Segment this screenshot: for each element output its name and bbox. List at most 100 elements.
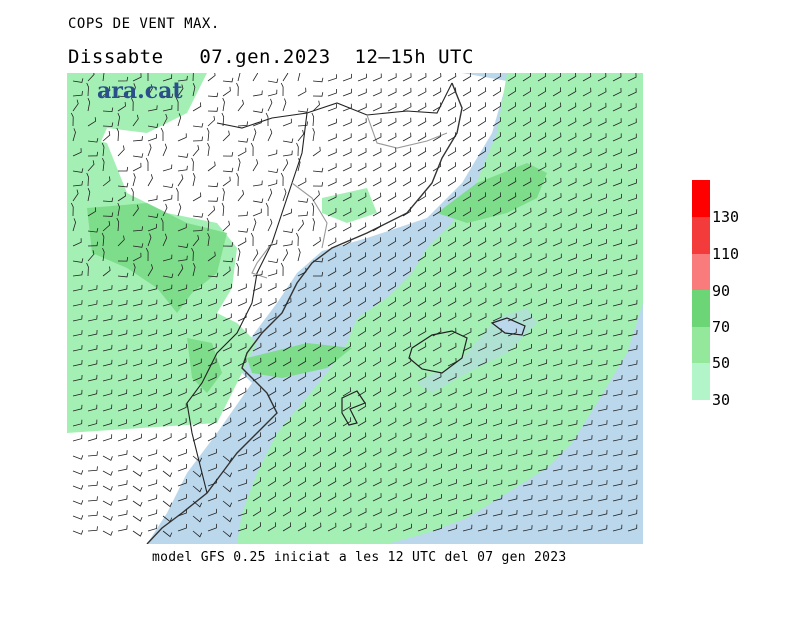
wind-barb (432, 494, 442, 502)
wind-barb (236, 82, 239, 97)
wind-barb (402, 327, 412, 337)
wind-barb (462, 373, 472, 382)
wind-barb (327, 88, 337, 97)
wind-barb (102, 329, 113, 337)
wind-barb (87, 117, 97, 127)
wind-barb (132, 418, 142, 427)
wind-barb (597, 450, 608, 457)
wind-barb (87, 344, 98, 352)
wind-barb (597, 269, 608, 277)
wind-barb (162, 203, 168, 217)
wind-barb (87, 329, 98, 337)
wind-barb (597, 87, 607, 97)
wind-barb (537, 329, 547, 337)
wind-barb (177, 255, 188, 262)
wind-barb (162, 388, 172, 397)
wind-barb (507, 419, 518, 427)
wind-barb (87, 138, 99, 143)
wind-barb (522, 525, 533, 532)
wind-barb (342, 432, 352, 442)
wind-barb (175, 187, 179, 202)
wind-barb (387, 508, 397, 517)
wind-barb (507, 524, 518, 532)
wind-barb (462, 433, 472, 442)
wind-barb (327, 432, 337, 442)
wind-barb (387, 387, 397, 397)
wind-barb (447, 373, 457, 382)
wind-barb (567, 480, 578, 487)
wind-barb (447, 177, 457, 187)
wind-barb (327, 222, 337, 232)
wind-barb (492, 524, 503, 532)
wind-barb (222, 77, 234, 83)
wind-barb (132, 83, 136, 97)
wind-barb (567, 419, 578, 427)
wind-barb (372, 402, 382, 412)
wind-barb (507, 313, 517, 322)
island-menorca (490, 317, 526, 336)
wind-barb (102, 197, 114, 203)
wind-barb (207, 142, 210, 157)
wind-barb (582, 117, 592, 127)
wind-barb (160, 127, 164, 141)
wind-barb (447, 102, 457, 112)
wind-barb (402, 402, 412, 412)
wind-barb (177, 75, 188, 82)
wind-barb (222, 257, 234, 263)
wind-barb (87, 188, 91, 202)
wind-barb (432, 448, 442, 457)
wind-barb (612, 509, 623, 517)
wind-barb (387, 177, 397, 187)
wind-barb (492, 73, 502, 82)
wind-barb (267, 89, 278, 97)
wind-barb (387, 342, 397, 352)
legend-label-70: 70 (712, 318, 731, 336)
wind-barb (132, 252, 142, 262)
wind-barb (537, 192, 547, 202)
wind-barb (477, 162, 487, 172)
wind-barb (162, 433, 172, 442)
wind-barb (192, 470, 203, 478)
wind-barb (237, 73, 241, 82)
wind-barb (477, 237, 487, 247)
wind-barb (597, 299, 608, 307)
wind-barb (612, 193, 622, 202)
wind-barb (492, 313, 502, 322)
wind-barb (342, 342, 352, 352)
wind-barb (402, 523, 412, 532)
wind-barb (552, 419, 563, 427)
wind-barb (432, 403, 442, 412)
wind-barb (357, 312, 367, 322)
wind-barb (582, 163, 592, 172)
wind-barb (252, 447, 262, 457)
wind-barb (342, 148, 352, 157)
wind-barb (282, 432, 292, 442)
wind-barb (147, 284, 158, 292)
wind-barb (267, 258, 279, 264)
wind-barb (237, 387, 247, 397)
wind-barb (192, 263, 196, 277)
wind-barb (357, 327, 367, 337)
wind-barb (311, 202, 315, 217)
wind-barb (101, 142, 105, 157)
wind-barb (72, 258, 84, 263)
wind-barb (492, 237, 502, 247)
wind-barb (342, 207, 352, 217)
wind-barb (372, 357, 382, 367)
wind-barb (282, 188, 287, 202)
wind-barb (552, 268, 562, 277)
wind-barb (237, 283, 247, 292)
wind-barb (357, 523, 367, 532)
wind-barb (462, 358, 472, 367)
wind-barb (567, 465, 578, 472)
wind-barb (402, 297, 412, 307)
wind-barb (132, 114, 139, 127)
wind-barb (177, 343, 187, 352)
wind-barb (177, 523, 187, 532)
wind-barb (462, 192, 472, 202)
wind-barb (447, 147, 457, 157)
wind-barb (402, 162, 412, 172)
wind-barb (387, 312, 397, 322)
wind-barb (552, 465, 563, 472)
wind-barb (417, 73, 427, 82)
